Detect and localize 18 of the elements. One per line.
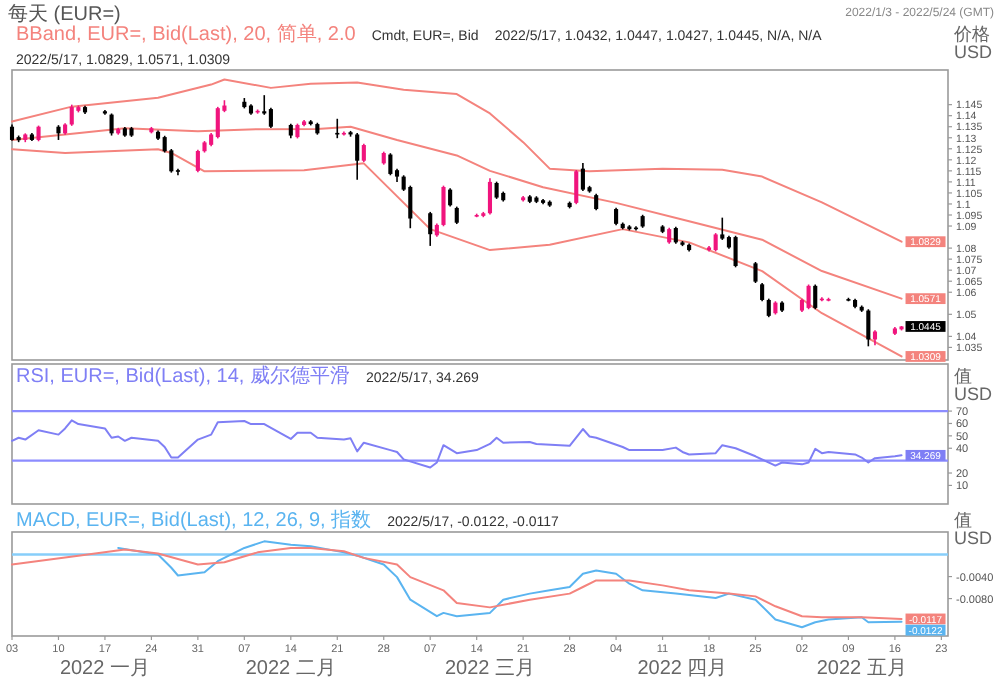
line-series — [11, 419, 903, 469]
x2-tick-label: 2022 五月 — [816, 658, 907, 680]
x2-tick-label: 2022 三月 — [444, 658, 535, 680]
y-axis-title: 值 USD — [954, 510, 993, 548]
line-series — [11, 78, 903, 243]
series-label: MACD, EUR=, Bid(Last), 12, 26, 9, 指数 — [16, 508, 372, 532]
y-axis-title: 值 USD — [954, 366, 993, 404]
text: BBand, EUR=, Bid(Last), 20, 简单, 2.0 — [16, 22, 357, 46]
line-series — [117, 540, 903, 629]
line-series — [11, 546, 903, 620]
x2-tick-label: 2022 四月 — [637, 658, 728, 680]
text: RSI, EUR=, Bid(Last), 14, 威尔德平滑 — [16, 364, 350, 388]
y-axis-title: 价格 USD — [952, 24, 996, 62]
x2-tick-label: 2022 二月 — [245, 658, 336, 680]
line-series — [11, 125, 903, 300]
line-series — [11, 148, 903, 358]
chart-title: 每天 (EUR=) — [8, 2, 121, 26]
x2-tick-label: 2022 一月 — [59, 658, 150, 680]
